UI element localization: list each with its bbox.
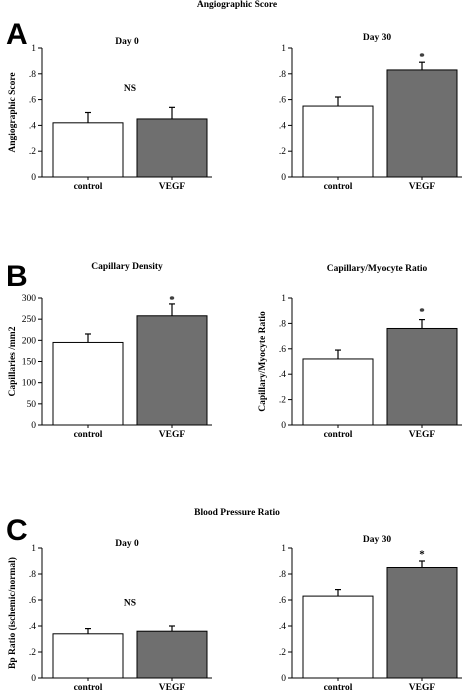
bar-vegf bbox=[386, 69, 458, 178]
panel-letter-a: A bbox=[6, 18, 28, 51]
bar-control bbox=[302, 595, 374, 679]
chart-title: Capillary Density bbox=[91, 262, 163, 272]
y-tick-label: 250 bbox=[22, 315, 37, 325]
y-tick-label: 200 bbox=[22, 336, 37, 346]
y-tick-label: 1 bbox=[281, 294, 286, 304]
y-tick-label: .6 bbox=[279, 96, 286, 106]
y-axis-label: Angiographic Score bbox=[8, 72, 18, 152]
y-tick-label: .4 bbox=[279, 121, 286, 131]
y-tick-label: .8 bbox=[29, 70, 36, 80]
y-axis-label: Capillary/Myocyte Ratio bbox=[258, 311, 268, 412]
y-tick-label: .2 bbox=[279, 648, 286, 658]
y-tick-label: 1 bbox=[31, 44, 36, 54]
y-tick-label: .6 bbox=[279, 345, 286, 355]
significance-marker: * bbox=[419, 51, 425, 63]
chart-title: Day 30 bbox=[363, 33, 391, 43]
y-tick-label: .6 bbox=[279, 596, 286, 606]
chart-title: Day 0 bbox=[115, 37, 139, 47]
bar-control bbox=[302, 105, 374, 178]
y-tick-label: .2 bbox=[29, 147, 36, 157]
x-tick-label: control bbox=[74, 683, 103, 693]
y-tick-label: .2 bbox=[279, 396, 286, 406]
x-tick-label: VEGF bbox=[159, 683, 186, 693]
x-tick-label: VEGF bbox=[159, 430, 186, 440]
bar-control bbox=[302, 358, 374, 426]
y-tick-label: 0 bbox=[31, 674, 36, 684]
panel-letter-b: B bbox=[6, 260, 28, 293]
y-tick-label: 1 bbox=[31, 544, 36, 554]
section-a-title: Angiographic Score bbox=[196, 0, 278, 10]
y-tick-label: 0 bbox=[281, 173, 286, 183]
y-tick-label: .8 bbox=[279, 70, 286, 80]
x-tick-label: control bbox=[74, 430, 103, 440]
y-tick-label: 1 bbox=[281, 544, 286, 554]
significance-marker: * bbox=[419, 549, 425, 561]
y-tick-label: 0 bbox=[281, 421, 286, 431]
x-tick-label: control bbox=[74, 182, 103, 192]
y-axis-label: Bp Ratio (ischemic/normal) bbox=[7, 557, 18, 669]
chart-title: Capillary/Myocyte Ratio bbox=[327, 264, 428, 274]
y-tick-label: .4 bbox=[29, 121, 36, 131]
y-tick-label: .8 bbox=[279, 570, 286, 580]
x-tick-label: control bbox=[324, 182, 353, 192]
x-tick-label: VEGF bbox=[409, 430, 436, 440]
panel-letter-c: C bbox=[6, 514, 28, 547]
chart-title: Day 30 bbox=[363, 535, 391, 545]
y-tick-label: 0 bbox=[31, 173, 36, 183]
y-tick-label: 0 bbox=[281, 674, 286, 684]
y-tick-label: .2 bbox=[29, 648, 36, 658]
bar-vegf bbox=[386, 567, 458, 679]
y-tick-label: 1 bbox=[281, 44, 286, 54]
y-tick-label: 300 bbox=[22, 294, 37, 304]
y-tick-label: .6 bbox=[29, 96, 36, 106]
bar-control bbox=[52, 341, 124, 426]
x-tick-label: VEGF bbox=[409, 683, 436, 693]
y-tick-label: 0 bbox=[31, 421, 36, 431]
x-tick-label: VEGF bbox=[159, 182, 186, 192]
significance-marker: * bbox=[169, 294, 175, 306]
y-tick-label: 150 bbox=[22, 358, 37, 368]
significance-marker: * bbox=[419, 306, 425, 318]
y-tick-label: .8 bbox=[279, 319, 286, 329]
bar-vegf bbox=[136, 118, 208, 178]
chart-title: Day 0 bbox=[115, 539, 139, 549]
y-tick-label: .4 bbox=[279, 622, 286, 632]
bar-vegf bbox=[386, 327, 458, 426]
x-tick-label: control bbox=[324, 430, 353, 440]
y-tick-label: .6 bbox=[29, 596, 36, 606]
ns-marker: NS bbox=[124, 84, 136, 94]
y-tick-label: .4 bbox=[29, 622, 36, 632]
x-tick-label: control bbox=[324, 683, 353, 693]
ns-marker: NS bbox=[124, 599, 136, 609]
y-tick-label: 100 bbox=[22, 379, 37, 389]
y-tick-label: .8 bbox=[29, 570, 36, 580]
bar-control bbox=[52, 633, 124, 679]
bar-vegf bbox=[136, 630, 208, 679]
y-tick-label: .4 bbox=[279, 370, 286, 380]
y-axis-label: Capillaries /mm2 bbox=[8, 326, 18, 396]
x-tick-label: VEGF bbox=[409, 182, 436, 192]
section-c-title: Blood Pressure Ratio bbox=[194, 508, 280, 518]
y-tick-label: .2 bbox=[279, 147, 286, 157]
bar-control bbox=[52, 122, 124, 178]
y-tick-label: 50 bbox=[27, 400, 37, 410]
bar-vegf bbox=[136, 315, 208, 426]
